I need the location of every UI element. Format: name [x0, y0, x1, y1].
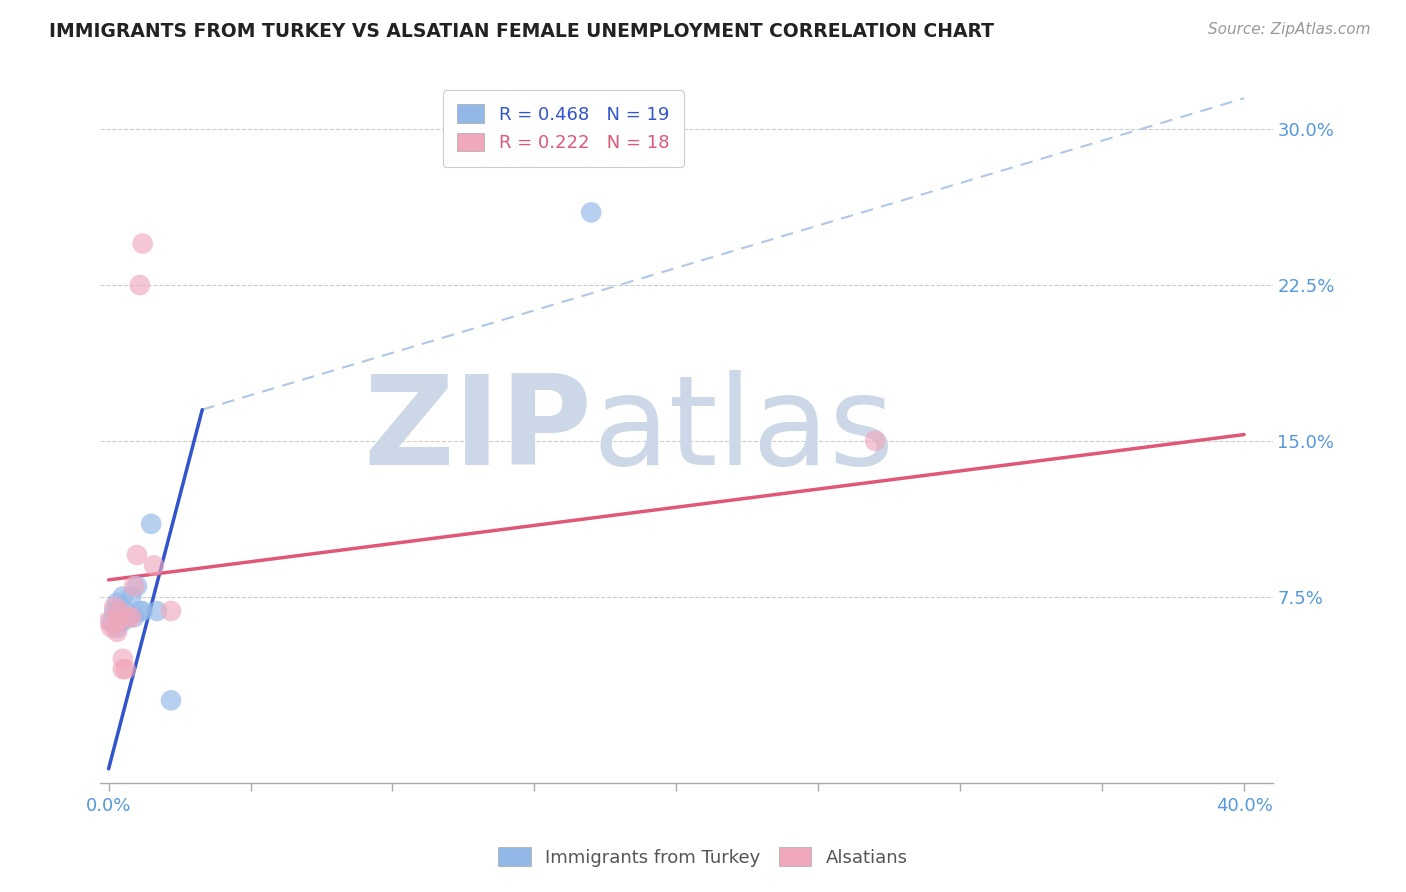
Point	[146, 604, 169, 618]
Point	[125, 579, 148, 593]
Point	[111, 662, 134, 676]
Point	[122, 610, 145, 624]
Point	[114, 604, 136, 618]
Point	[108, 615, 131, 629]
Point	[103, 604, 125, 618]
Point	[111, 652, 134, 666]
Point	[143, 558, 166, 573]
Point	[108, 604, 131, 618]
Point	[863, 434, 886, 448]
Point	[160, 693, 183, 707]
Point	[105, 621, 128, 635]
Point	[125, 548, 148, 562]
Legend: Immigrants from Turkey, Alsatians: Immigrants from Turkey, Alsatians	[491, 840, 915, 874]
Text: ZIP: ZIP	[364, 370, 592, 491]
Point	[105, 596, 128, 610]
Point	[117, 610, 139, 624]
Point	[120, 590, 142, 604]
Point	[105, 615, 128, 629]
Point	[141, 516, 163, 531]
Text: atlas: atlas	[592, 370, 894, 491]
Point	[160, 604, 183, 618]
Point	[114, 662, 136, 676]
Point	[108, 604, 131, 618]
Point	[120, 610, 142, 624]
Point	[131, 604, 153, 618]
Text: IMMIGRANTS FROM TURKEY VS ALSATIAN FEMALE UNEMPLOYMENT CORRELATION CHART: IMMIGRANTS FROM TURKEY VS ALSATIAN FEMAL…	[49, 22, 994, 41]
Point	[128, 604, 150, 618]
Legend: R = 0.468   N = 19, R = 0.222   N = 18: R = 0.468 N = 19, R = 0.222 N = 18	[443, 90, 683, 167]
Point	[97, 615, 120, 629]
Point	[117, 610, 139, 624]
Point	[579, 205, 602, 219]
Text: Source: ZipAtlas.com: Source: ZipAtlas.com	[1208, 22, 1371, 37]
Point	[111, 615, 134, 629]
Point	[122, 579, 145, 593]
Point	[111, 590, 134, 604]
Point	[131, 236, 153, 251]
Point	[100, 615, 122, 629]
Point	[128, 278, 150, 293]
Point	[103, 599, 125, 614]
Point	[105, 624, 128, 639]
Point	[100, 621, 122, 635]
